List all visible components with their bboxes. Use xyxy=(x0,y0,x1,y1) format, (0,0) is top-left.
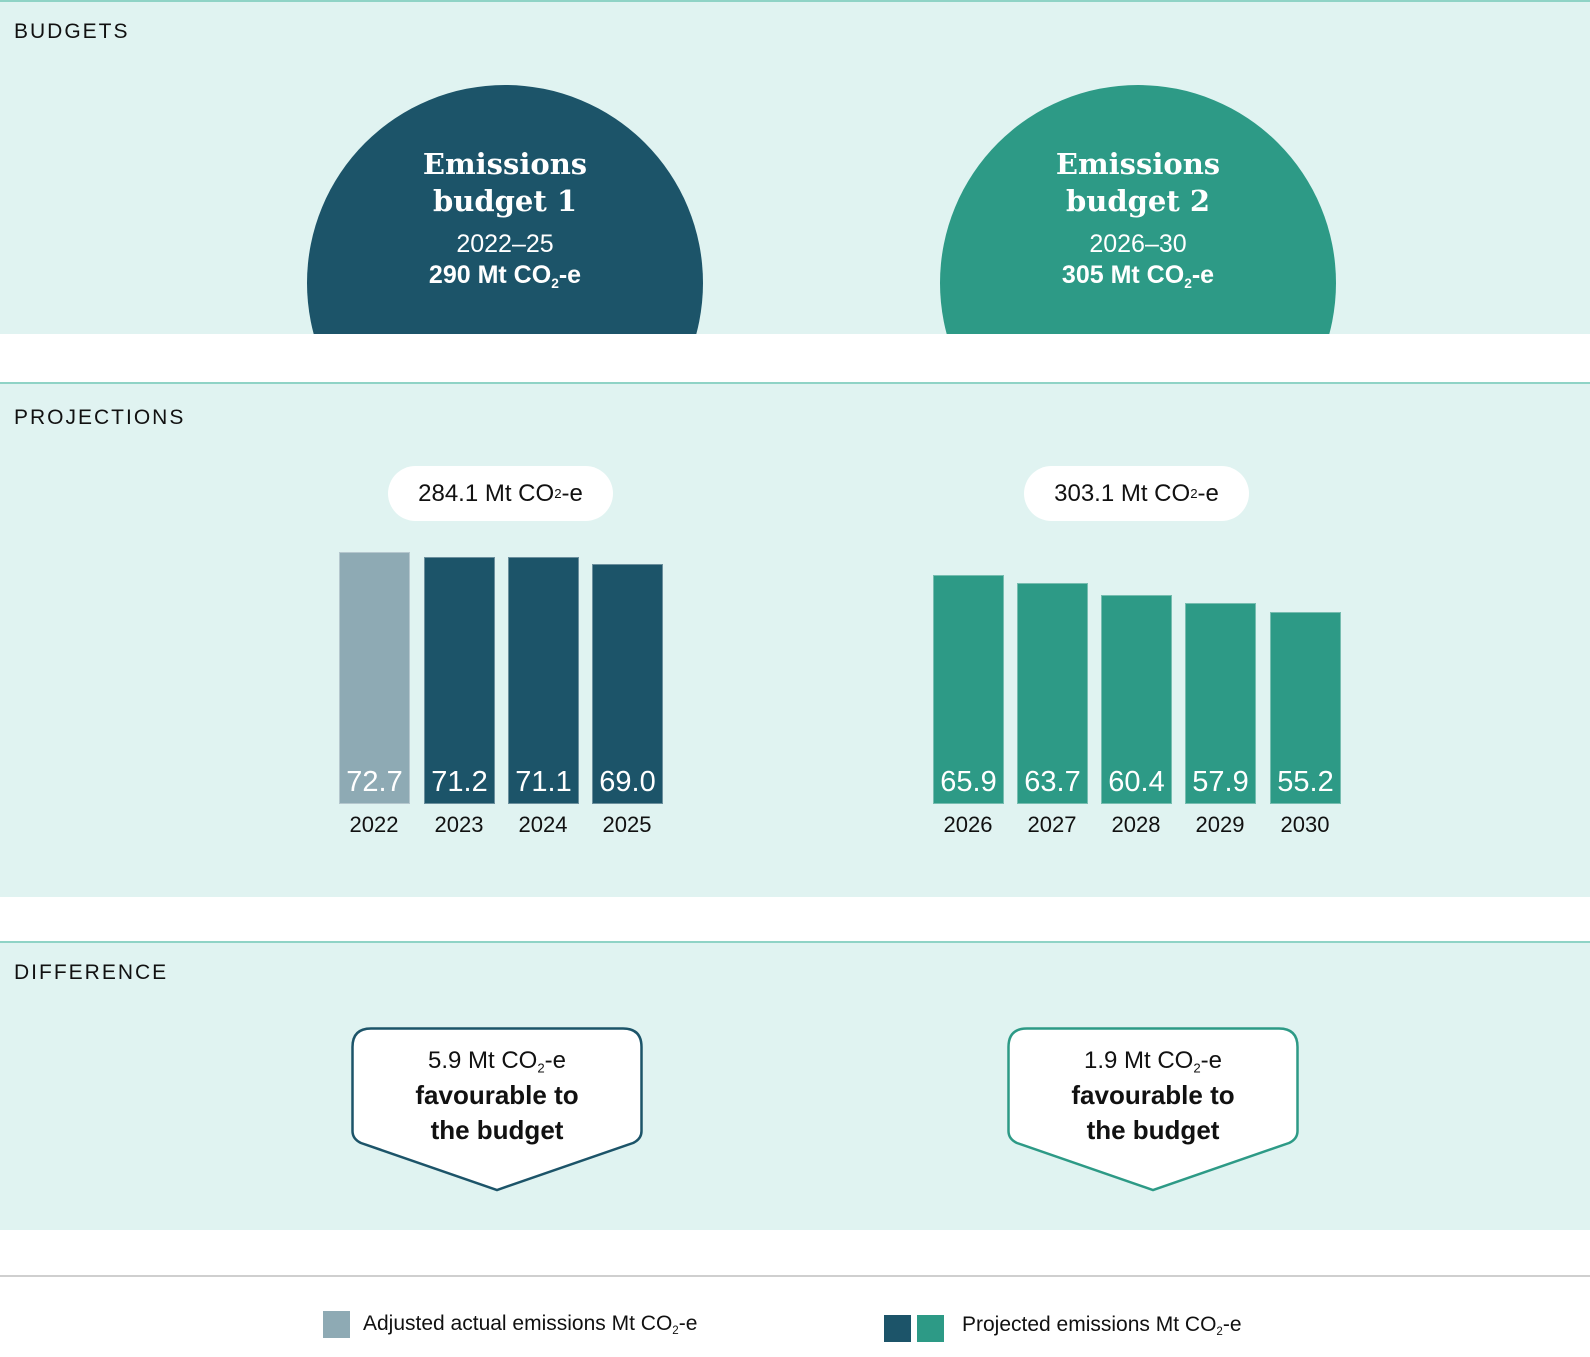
budget-2-title-line2: budget 2 xyxy=(1065,184,1211,218)
difference-1-amount: 5.9 Mt CO2-e xyxy=(427,1047,567,1076)
bar-2028-value: 60.4 xyxy=(1108,766,1165,798)
projection-2-total-pill: 303.1 Mt CO 2 -e xyxy=(1024,466,1249,521)
legend-swatch-projected-budget1 xyxy=(884,1315,911,1342)
year-label-2022: 2022 xyxy=(349,812,399,837)
difference-1-line3: the budget xyxy=(430,1115,564,1145)
legend-label-projected: Projected emissions Mt CO2-e xyxy=(962,1313,1242,1339)
projections-section-label: PROJECTIONS xyxy=(14,406,186,429)
difference-2-amount: 1.9 Mt CO2-e xyxy=(1083,1047,1223,1076)
budget-2-title-line1: Emissions xyxy=(1055,147,1221,181)
bar-2027-value: 63.7 xyxy=(1024,766,1081,798)
difference-1-text: 5.9 Mt CO2-e favourable to the budget xyxy=(351,1043,643,1148)
bar-2026-value: 65.9 xyxy=(940,766,997,798)
year-label-2028: 2028 xyxy=(1111,812,1161,837)
year-label-2027: 2027 xyxy=(1027,812,1077,837)
budget-1-amount: 290 Mt CO2-e xyxy=(428,261,582,291)
budgets-section-label: BUDGETS xyxy=(14,20,130,43)
bar-2025: 69.0 xyxy=(592,564,663,804)
bar-2028: 60.4 xyxy=(1101,595,1172,804)
legend-swatch-actual xyxy=(323,1311,350,1338)
budget-1-title-line2: budget 1 xyxy=(432,184,578,218)
year-label-2026: 2026 xyxy=(943,812,993,837)
bar-2024: 71.1 xyxy=(508,557,579,804)
budget-2-years: 2026–30 xyxy=(1089,230,1187,258)
bar-2030-value: 55.2 xyxy=(1277,766,1334,798)
year-label-2029: 2029 xyxy=(1195,812,1245,837)
legend-divider xyxy=(0,1275,1590,1277)
bar-2025-value: 69.0 xyxy=(599,766,656,798)
projection-1-total-pill: 284.1 Mt CO 2 -e xyxy=(388,466,613,521)
difference-2-line2: favourable to xyxy=(1071,1080,1235,1110)
difference-1-line2: favourable to xyxy=(415,1080,579,1110)
year-label-2023: 2023 xyxy=(434,812,484,837)
difference-section-label: DIFFERENCE xyxy=(14,961,169,984)
budget-1-title-line1: Emissions xyxy=(422,147,588,181)
difference-1-callout: 5.9 Mt CO2-e favourable to the budget xyxy=(351,1027,643,1192)
difference-2-line3: the budget xyxy=(1086,1115,1220,1145)
down-arrow-callout-shape xyxy=(1007,1027,1299,1192)
year-label-2024: 2024 xyxy=(518,812,568,837)
down-arrow-callout-shape xyxy=(351,1027,643,1192)
difference-panel: DIFFERENCE 5.9 Mt CO2-e favourable to th… xyxy=(0,941,1590,1230)
budget-2-text: Emissions budget 2 2026–30 305 Mt CO2-e xyxy=(940,146,1336,290)
difference-2-text: 1.9 Mt CO2-e favourable to the budget xyxy=(1007,1043,1299,1148)
projections-panel: PROJECTIONS 284.1 Mt CO 2 -e 303.1 Mt CO 2-… xyxy=(0,382,1590,897)
year-label-2030: 2030 xyxy=(1280,812,1330,837)
legend-swatch-projected-budget2 xyxy=(917,1315,944,1342)
bar-2024-value: 71.1 xyxy=(515,766,572,798)
budget-1-years: 2022–25 xyxy=(456,230,554,258)
bar-2022: 72.7 xyxy=(339,552,410,804)
bar-2023-value: 71.2 xyxy=(431,766,488,798)
bar-2023: 71.2 xyxy=(424,557,495,804)
difference-2-callout: 1.9 Mt CO2-e favourable to the budget xyxy=(1007,1027,1299,1192)
budget-circles: Emissions budget 1 2022–25 290 Mt CO2-e … xyxy=(0,2,1590,334)
bar-2029-value: 57.9 xyxy=(1192,766,1249,798)
bar-2030: 55.2 xyxy=(1270,612,1341,804)
year-label-2025: 2025 xyxy=(602,812,652,837)
legend-label-actual: Adjusted actual emissions Mt CO2-e xyxy=(363,1312,698,1338)
bar-2027: 63.7 xyxy=(1017,583,1088,804)
budgets-panel: BUDGETS Emissions budget 1 2022–25 290 M… xyxy=(0,0,1590,334)
bar-2029: 57.9 xyxy=(1185,603,1256,804)
budget-1-text: Emissions budget 1 2022–25 290 Mt CO2-e xyxy=(307,146,703,290)
bar-2026: 65.9 xyxy=(933,575,1004,804)
budget-2-amount: 305 Mt CO2-e xyxy=(1061,261,1215,291)
bar-2022-value: 72.7 xyxy=(346,766,403,798)
